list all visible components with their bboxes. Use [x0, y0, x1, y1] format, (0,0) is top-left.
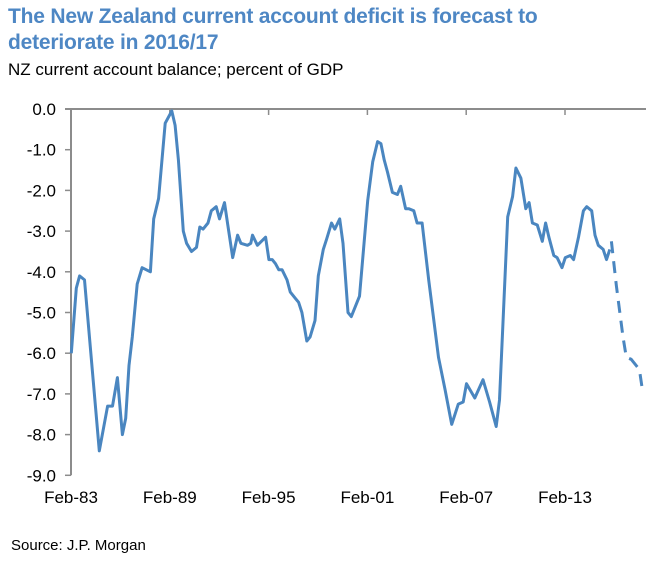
y-tick-label: -8.0: [27, 426, 56, 445]
y-tick-label: -7.0: [27, 385, 56, 404]
y-tick-label: 0.0: [32, 100, 56, 119]
axes: [65, 108, 646, 477]
x-tick-labels: Feb-83 Feb-89 Feb-95 Feb-01 Feb-07 Feb-13: [44, 488, 592, 507]
chart-subtitle: NZ current account balance; percent of G…: [8, 60, 344, 79]
y-tick-label: -2.0: [27, 181, 56, 200]
x-tick-label: Feb-89: [143, 488, 197, 507]
series-lines: [69, 109, 645, 453]
x-tick-label: Feb-13: [538, 488, 592, 507]
y-tick-label: -1.0: [27, 141, 56, 160]
x-tick-label: Feb-07: [439, 488, 493, 507]
series-line-actual: [69, 109, 612, 453]
x-tick-label: Feb-83: [44, 488, 98, 507]
x-tick-label: Feb-01: [340, 488, 394, 507]
y-tick-labels: 0.0 -1.0 -2.0 -3.0 -4.0 -5.0 -6.0 -7.0 -8.0 -9.0: [27, 100, 56, 485]
y-tick-label: -4.0: [27, 263, 56, 282]
y-tick-label: -9.0: [27, 466, 56, 485]
y-tick-label: -3.0: [27, 222, 56, 241]
series-line-forecast: [609, 241, 645, 393]
x-tick-label: Feb-95: [242, 488, 296, 507]
chart-title: The New Zealand current account deficit …: [8, 5, 538, 54]
y-tick-label: -6.0: [27, 344, 56, 363]
y-tick-label: -5.0: [27, 304, 56, 323]
source-note: Source: J.P. Morgan: [11, 537, 146, 554]
